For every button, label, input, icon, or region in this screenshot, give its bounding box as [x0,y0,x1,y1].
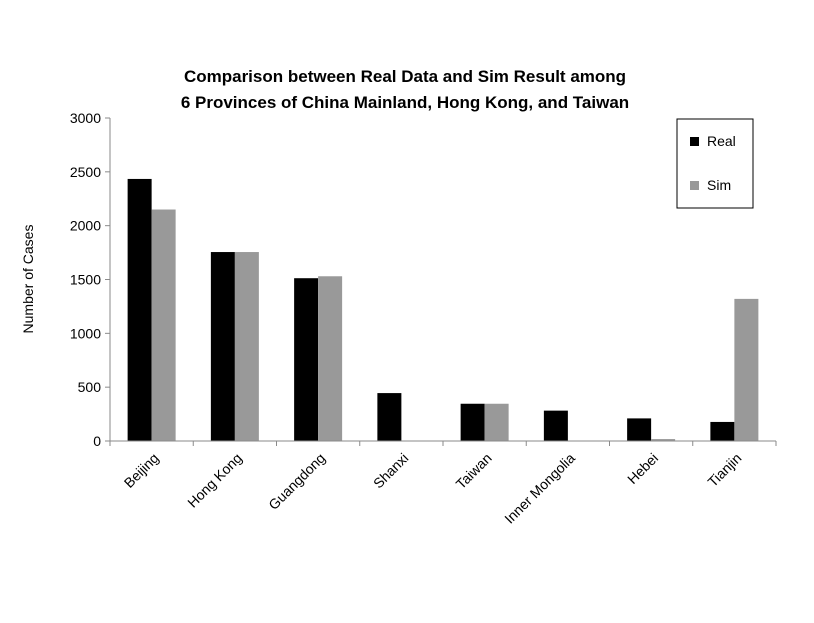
bar-real-hebei [627,418,652,441]
bar-real-taiwan [460,403,485,441]
legend-swatch-real [690,137,699,146]
chart-title-line-2: 6 Provinces of China Mainland, Hong Kong… [181,93,629,112]
legend: Real Sim [676,118,754,209]
y-tick-label: 2000 [70,218,101,234]
y-tick-label: 0 [93,433,101,449]
x-tick-label: Taiwan [453,450,495,492]
y-tick-label: 3000 [70,110,101,126]
bar-real-inner-mongolia [543,410,568,441]
bar-sim-beijing [151,209,176,441]
y-tick-label: 1500 [70,272,101,288]
bar-sim-hong-kong [234,252,259,441]
bar-sim-tianjin [734,298,759,441]
bar-sim-taiwan [484,403,509,441]
bar-real-beijing [127,178,152,441]
x-tick-label: Beijing [121,450,162,491]
y-axis-ticks: 0 500 1000 1500 2000 2500 3000 [70,110,110,449]
x-tick-label: Hong Kong [184,450,245,511]
y-tick-label: 1000 [70,325,101,341]
x-tick-label: Hebei [624,450,661,487]
bar-real-shanxi [377,393,402,441]
legend-label-sim: Sim [707,177,731,193]
chart-title-line-1: Comparison between Real Data and Sim Res… [184,67,626,86]
bars [127,178,759,441]
y-tick-label: 500 [78,379,102,395]
y-tick-label: 2500 [70,164,101,180]
bar-sim-hebei [651,439,676,441]
x-axis-labels: Beijing Hong Kong Guangdong Shanxi Taiwan Inn… [109,441,777,527]
legend-swatch-sim [690,181,699,190]
bar-real-hong-kong [210,252,235,441]
bar-real-guangdong [294,278,319,441]
x-tick-label: Inner Mongolia [501,450,578,527]
x-tick-label: Guangdong [265,450,328,513]
x-tick-label: Tianjin [704,450,744,490]
bar-real-tianjin [710,421,735,441]
y-axis-label: Number of Cases [20,225,36,334]
legend-box [676,118,754,209]
legend-label-real: Real [707,133,736,149]
x-tick-label: Shanxi [370,450,412,492]
bar-sim-guangdong [318,276,343,441]
